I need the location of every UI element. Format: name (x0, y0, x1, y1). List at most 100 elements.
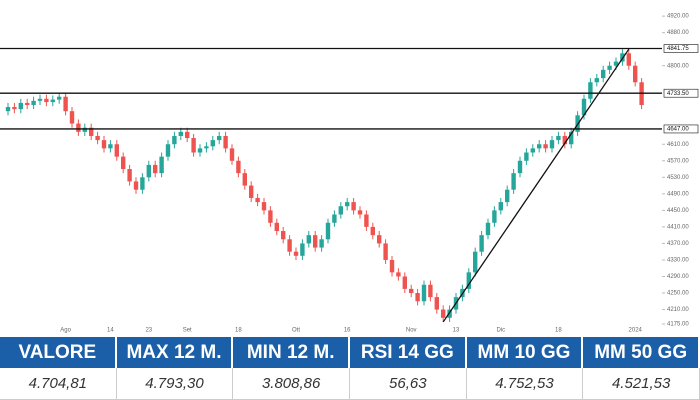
x-tick-label: 18 (235, 328, 242, 334)
table-value: 56,63 (349, 368, 467, 400)
candle-body (172, 135, 177, 145)
candle-body (5, 107, 11, 112)
x-tick-label: 14 (107, 328, 114, 334)
candle-body (261, 202, 267, 211)
candle-body (25, 102, 30, 105)
level-label: 4841.75 (667, 46, 689, 52)
x-tick-label: 18 (555, 328, 562, 334)
candle-body (76, 123, 81, 132)
table-header: MIN 12 M. (233, 337, 350, 368)
candle-body (159, 156, 164, 174)
y-tick-label: 4530.00 (667, 175, 689, 181)
candle-body (18, 102, 23, 110)
candle-body (89, 127, 94, 136)
table-header: MM 50 GG (583, 337, 700, 368)
candle-body (377, 235, 382, 244)
candle-body (63, 96, 68, 112)
table-value: 3.808,86 (233, 368, 350, 400)
candle-body (306, 235, 311, 244)
table-value: 4.752,53 (466, 368, 584, 400)
candle-body (517, 160, 523, 174)
level-label: 4733.50 (667, 91, 689, 97)
candle-body (428, 284, 433, 298)
candle-body (101, 140, 107, 149)
table-value: 4.521,53 (583, 368, 700, 400)
candle-body (626, 53, 631, 66)
y-tick-label: 4800.00 (667, 63, 689, 69)
candle-body (114, 144, 119, 157)
table-header: MAX 12 M. (116, 337, 234, 368)
candle-body (204, 146, 209, 149)
candle-body (69, 111, 75, 124)
y-tick-label: 4920.00 (667, 14, 689, 20)
candle-body (50, 99, 55, 103)
level-tag (663, 44, 699, 53)
candle-body (165, 144, 171, 157)
y-tick-label: 4490.00 (667, 191, 689, 197)
candle-body (338, 206, 343, 215)
candle-body (229, 148, 235, 161)
candle-body (236, 160, 241, 174)
candle-body (434, 297, 439, 310)
candle-body (300, 243, 305, 256)
candle-body (332, 214, 337, 223)
candle-body (146, 164, 151, 178)
candle-body (530, 148, 535, 153)
level-tag (663, 88, 699, 98)
candle-body (357, 210, 363, 215)
candle-body (473, 251, 478, 273)
candle-body (325, 222, 331, 240)
candle-body (191, 138, 196, 153)
candle-body (588, 82, 593, 99)
candle-body (633, 65, 638, 83)
candle-body (108, 144, 113, 149)
candle-body (607, 65, 612, 70)
candle-body (178, 131, 183, 136)
y-tick-label: 4370.00 (667, 241, 689, 247)
candle-body (133, 181, 139, 190)
candle-body (274, 222, 279, 232)
candle-body (601, 69, 606, 79)
candle-body (613, 61, 619, 66)
candle-body (409, 288, 414, 294)
candle-body (95, 135, 100, 141)
y-tick-label: 4880.00 (667, 30, 689, 36)
x-tick-label: 13 (453, 328, 460, 334)
candle-body (441, 309, 446, 318)
x-tick-label: Ago (60, 328, 71, 334)
candle-body (569, 131, 574, 145)
stats-table: VALORE MAX 12 M. MIN 12 M. RSI 14 GG MM 10 G… (0, 337, 700, 400)
y-tick-label: 4210.00 (667, 307, 689, 313)
candle-body (223, 135, 228, 149)
candle-body (153, 164, 158, 174)
candle-body (370, 226, 375, 236)
level-tag (663, 124, 699, 134)
candle-body (511, 173, 516, 190)
y-tick-label: 4610.00 (667, 142, 689, 148)
table-value: 4.704,81 (0, 368, 117, 400)
candle-body (319, 239, 324, 248)
candle-body (351, 202, 356, 211)
candle-body (197, 148, 203, 153)
x-tick-label: 23 (145, 328, 152, 334)
candle-body (537, 144, 542, 149)
candle-body (37, 98, 43, 101)
candle-body (140, 177, 145, 190)
candle-body (57, 96, 62, 100)
candle-body (287, 239, 292, 252)
candle-body (255, 197, 260, 203)
candle-body (415, 293, 420, 302)
candle-body (402, 276, 407, 289)
candle-body (217, 135, 222, 141)
candle-body (293, 251, 299, 256)
candle-body (562, 135, 567, 145)
y-tick-label: 4330.00 (667, 258, 689, 264)
chart: 4920.00 4880.00 4800.00 4610.00 4570.00 4530.… (0, 14, 699, 334)
candle-body (12, 107, 17, 110)
candle-body (543, 144, 548, 149)
candle-body (313, 235, 318, 248)
candle-body (498, 202, 503, 211)
table-header: RSI 14 GG (349, 337, 467, 368)
x-tick-label: 16 (344, 328, 351, 334)
